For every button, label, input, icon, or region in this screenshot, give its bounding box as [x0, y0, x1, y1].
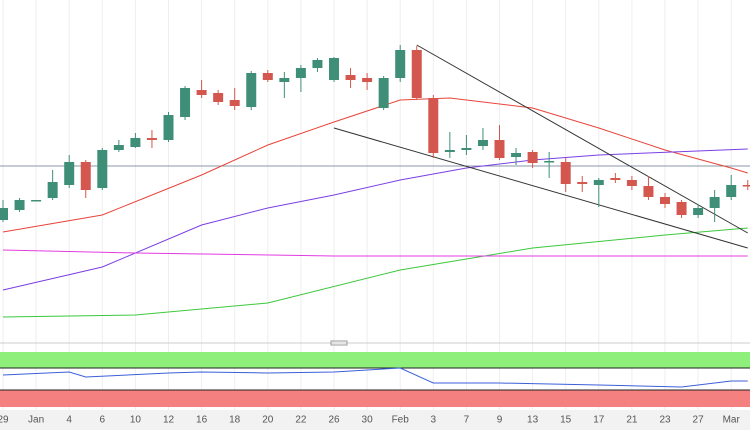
x-tick-label: 10 — [130, 415, 142, 426]
x-tick-label: 29 — [0, 415, 9, 426]
candle-body — [461, 148, 472, 150]
candle-body — [113, 145, 124, 150]
candle-body — [395, 50, 406, 78]
overlay-line — [2, 249, 748, 257]
x-tick-label: 4 — [66, 415, 72, 426]
candle-body — [0, 208, 8, 220]
candle-body — [660, 197, 670, 204]
x-tick-label: 23 — [659, 415, 671, 426]
candle-body — [709, 197, 720, 208]
candle-body — [560, 162, 571, 184]
candle-body — [295, 68, 306, 78]
x-tick-label: 7 — [464, 415, 470, 426]
x-tick-label: 17 — [593, 415, 605, 426]
x-tick-label: 30 — [362, 415, 374, 426]
candle-body — [428, 98, 439, 153]
candle-body — [213, 93, 224, 102]
candle-body — [97, 150, 108, 188]
candle-body — [494, 140, 505, 158]
x-tick-label: 16 — [196, 415, 208, 426]
candle-body — [14, 200, 25, 210]
x-tick-label: 20 — [262, 415, 274, 426]
x-tick-label: Feb — [392, 415, 410, 426]
x-tick-label: Mar — [723, 415, 741, 426]
candle-body — [527, 152, 538, 163]
overlay-line — [333, 127, 748, 249]
x-tick-label: 27 — [693, 415, 705, 426]
candle-body — [329, 58, 339, 80]
candle-body — [279, 78, 290, 82]
candle-body — [163, 115, 174, 140]
upper-zone — [0, 352, 750, 368]
pane-handle[interactable] — [330, 340, 348, 346]
candle-body — [643, 186, 654, 197]
x-tick-label: 26 — [328, 415, 340, 426]
candle-body — [47, 182, 58, 198]
candle-body — [610, 178, 621, 180]
indicator-line — [2, 367, 748, 388]
candle-body — [146, 138, 157, 140]
candle-body — [196, 90, 207, 95]
overlay-line — [416, 44, 748, 234]
overlay-line — [2, 97, 748, 233]
candle-body — [593, 180, 604, 185]
candle-body — [378, 78, 389, 108]
candle-body — [411, 50, 422, 98]
x-tick-label: 18 — [229, 415, 241, 426]
x-tick-label: 3 — [431, 415, 437, 426]
candle-body — [31, 200, 42, 202]
candle-body — [312, 60, 323, 68]
x-tick-label: 22 — [295, 415, 307, 426]
x-tick-label: 13 — [527, 415, 539, 426]
overlay-line — [2, 148, 748, 291]
x-axis-strip — [0, 410, 750, 430]
candle-body — [444, 150, 455, 152]
candle-body — [544, 161, 555, 163]
candle-body — [477, 140, 488, 146]
candle-body — [345, 75, 356, 80]
candle-body — [246, 73, 257, 107]
candle-body — [626, 180, 637, 186]
candle-body — [676, 202, 687, 215]
candle-body — [64, 162, 75, 185]
x-tick-label: 21 — [626, 415, 638, 426]
candle-body — [362, 78, 373, 82]
overlay-line — [2, 227, 748, 318]
lower-zone — [0, 390, 750, 407]
candle-body — [229, 100, 240, 106]
x-tick-label: 6 — [100, 415, 106, 426]
candle-body — [726, 185, 737, 197]
candle-body — [80, 162, 91, 190]
candle-body — [577, 182, 588, 184]
candle-body — [130, 138, 141, 147]
candle-body — [693, 208, 704, 215]
x-tick-label: 12 — [163, 415, 175, 426]
x-tick-label: Jan — [28, 415, 44, 426]
candle-body — [180, 88, 191, 117]
candle-body — [511, 153, 522, 157]
candle-body — [742, 185, 750, 187]
x-tick-label: 15 — [560, 415, 572, 426]
candle-body — [262, 73, 273, 80]
x-tick-label: 9 — [497, 415, 503, 426]
